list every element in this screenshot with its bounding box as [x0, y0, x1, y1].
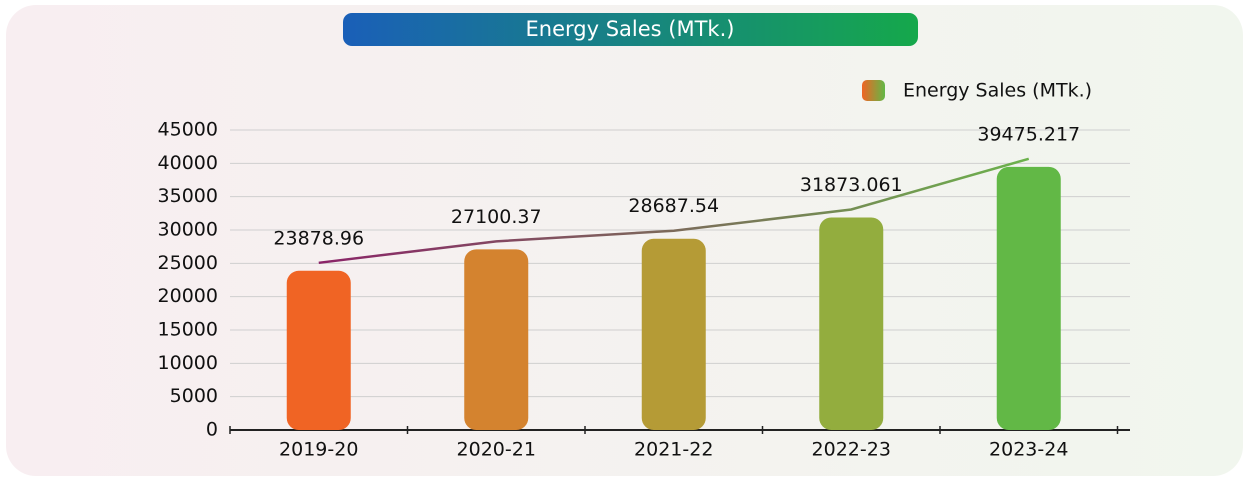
- bar: [819, 217, 884, 430]
- y-tick-label: 40000: [158, 152, 218, 174]
- y-tick-label: 35000: [158, 185, 218, 207]
- y-tick-label: 5000: [170, 385, 218, 407]
- data-label: 27100.37: [451, 206, 542, 228]
- x-tick-label: 2022-23: [812, 439, 891, 461]
- bar: [996, 166, 1061, 430]
- title-pill: [343, 13, 918, 46]
- x-tick-label: 2023-24: [989, 439, 1068, 461]
- data-label: 28687.54: [628, 195, 719, 217]
- x-tick-label: 2020-21: [457, 439, 536, 461]
- data-label: 23878.96: [273, 227, 364, 249]
- y-tick-label: 25000: [158, 252, 218, 274]
- y-tick-label: 15000: [158, 319, 218, 341]
- trend-line: [318, 157, 1030, 265]
- bar: [641, 238, 706, 430]
- data-label: 31873.061: [800, 174, 903, 196]
- legend-label: Energy Sales (MTk.): [903, 80, 1092, 102]
- y-tick-label: 10000: [158, 352, 218, 374]
- bar: [286, 270, 351, 430]
- chart-title: Energy Sales (MTk.): [526, 17, 735, 41]
- legend-swatch: [862, 80, 885, 101]
- x-tick-label: 2021-22: [634, 439, 713, 461]
- y-tick-label: 20000: [158, 285, 218, 307]
- y-tick-label: 45000: [158, 119, 218, 141]
- y-tick-label: 30000: [158, 219, 218, 241]
- bar: [464, 249, 529, 430]
- data-label: 39475.217: [977, 123, 1080, 145]
- x-tick-label: 2019-20: [279, 439, 358, 461]
- y-tick-label: 0: [206, 419, 218, 441]
